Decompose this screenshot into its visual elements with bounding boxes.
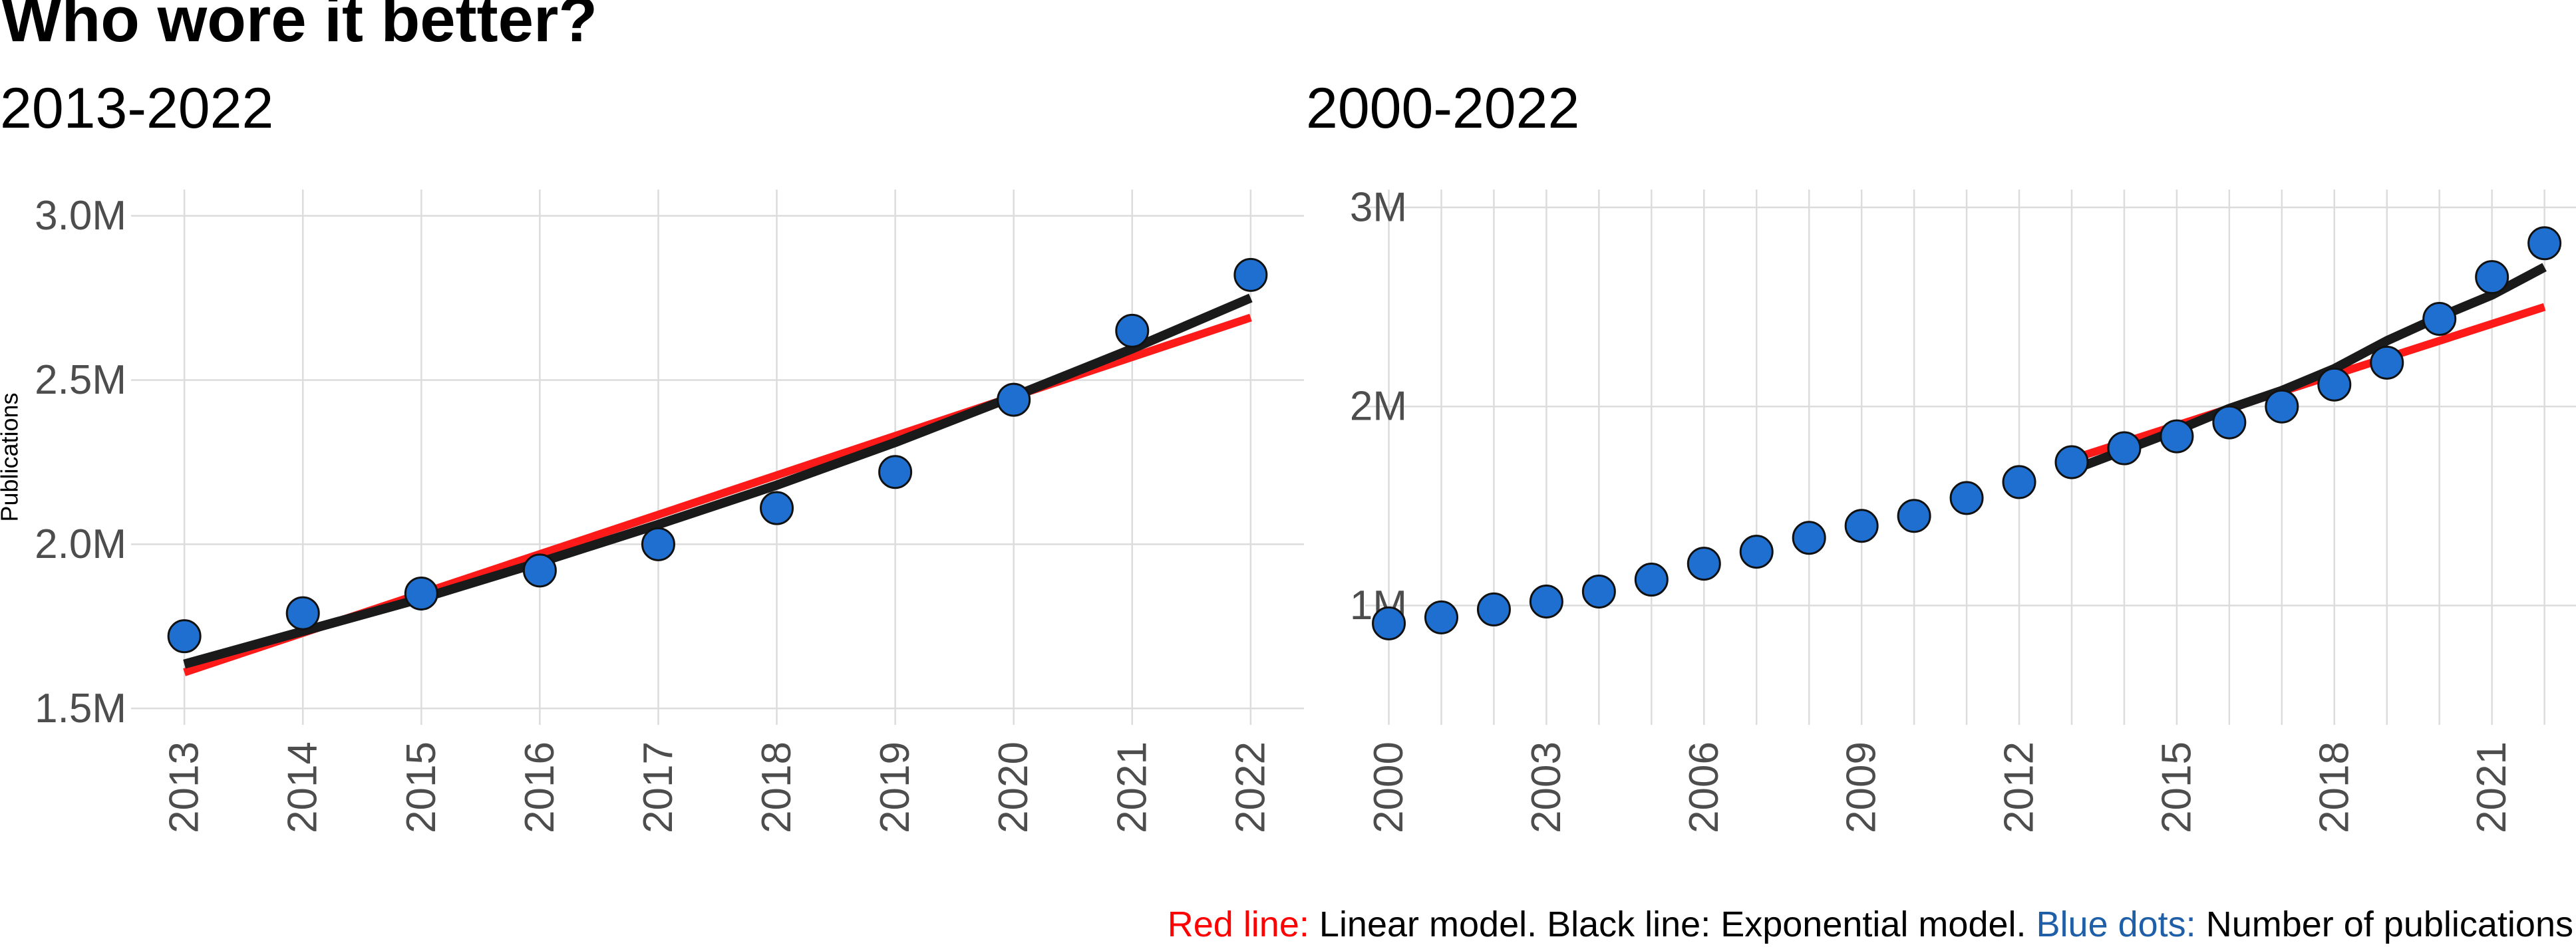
left-data-point xyxy=(167,619,202,654)
left-data-point xyxy=(404,576,438,610)
right-data-point xyxy=(2265,389,2299,424)
left-x-tick-label: 2018 xyxy=(754,742,800,833)
right-data-point xyxy=(2422,302,2457,337)
left-data-point xyxy=(285,596,320,630)
right-data-point xyxy=(1424,600,1458,634)
right-data-point xyxy=(1581,574,1616,609)
right-x-tick-label: 2012 xyxy=(1997,742,2042,833)
right-data-point xyxy=(1529,584,1563,618)
left-y-tick-label: 3.0M xyxy=(35,193,126,239)
right-x-tick-label: 2015 xyxy=(2154,742,2199,833)
right-x-tick-label: 2009 xyxy=(1839,742,1885,833)
right-data-point xyxy=(1739,535,1774,569)
left-x-tick-label: 2013 xyxy=(162,742,208,833)
right-exponential-model-line xyxy=(2070,263,2547,475)
left-chart-subtitle: 2013-2022 xyxy=(0,76,274,140)
caption-blue-text: Number of publications xyxy=(2205,904,2573,944)
right-data-point xyxy=(1792,521,1826,555)
left-data-point xyxy=(760,491,794,525)
right-chart-subtitle: 2000-2022 xyxy=(1306,76,1580,140)
left-x-tick-label: 2014 xyxy=(280,742,326,833)
right-x-tick-label: 2000 xyxy=(1366,742,1412,833)
left-y-tick-label: 2.5M xyxy=(35,357,126,403)
right-data-point xyxy=(2212,405,2247,440)
left-data-point xyxy=(878,455,913,489)
right-data-point xyxy=(1897,499,1931,533)
right-data-point xyxy=(2475,260,2509,295)
right-data-point xyxy=(2002,465,2036,499)
right-data-point xyxy=(2527,226,2562,261)
right-data-point xyxy=(1949,481,1984,515)
right-x-tick-label: 2003 xyxy=(1524,742,1569,833)
caption-red-text: Linear model. Black line: Exponential mo… xyxy=(1319,904,2026,944)
left-y-axis-label: Publications xyxy=(0,392,23,521)
left-x-tick-label: 2021 xyxy=(1109,742,1155,833)
right-data-point xyxy=(1844,509,1879,543)
left-x-tick-label: 2016 xyxy=(517,742,563,833)
right-y-tick-label: 2M xyxy=(1350,384,1407,430)
legend-caption: Red line: Linear model. Black line: Expo… xyxy=(1168,906,2573,942)
right-data-point xyxy=(1687,547,1721,581)
right-x-tick-label: 2021 xyxy=(2469,742,2515,833)
left-x-tick-label: 2022 xyxy=(1227,742,1273,833)
left-data-point xyxy=(1115,313,1150,348)
caption-red-label: Red line: xyxy=(1167,904,1309,944)
right-data-point xyxy=(1476,592,1511,626)
right-x-tick-label: 2018 xyxy=(2311,742,2357,833)
left-y-tick-label: 2.0M xyxy=(35,521,126,567)
right-data-point xyxy=(2054,445,2089,479)
left-data-point xyxy=(997,382,1031,417)
right-data-point xyxy=(2317,367,2352,402)
left-chart: 1.5M 2.0M 2.5M 3.0M 2013 2014 2015 2016 2017 2018… xyxy=(0,190,1304,833)
left-x-tick-label: 2017 xyxy=(635,742,681,833)
left-x-tick-label: 2020 xyxy=(991,742,1037,833)
left-y-tick-label: 1.5M xyxy=(35,686,126,732)
right-y-tick-label: 3M xyxy=(1350,184,1407,230)
left-x-tick-label: 2019 xyxy=(872,742,918,833)
right-data-point xyxy=(2160,419,2194,454)
left-data-point xyxy=(641,527,675,561)
right-x-tick-label: 2006 xyxy=(1681,742,1727,833)
left-exponential-model-line xyxy=(183,293,1253,669)
caption-blue-label: Blue dots: xyxy=(2036,904,2196,944)
left-data-point xyxy=(1233,257,1268,292)
right-data-point xyxy=(1634,563,1669,597)
page-title: Who wore it better? xyxy=(1,0,597,55)
left-data-point xyxy=(522,553,557,588)
right-data-point xyxy=(1372,606,1406,640)
left-x-tick-label: 2015 xyxy=(399,742,444,833)
right-data-point xyxy=(2107,431,2142,466)
right-data-point xyxy=(2370,345,2404,380)
